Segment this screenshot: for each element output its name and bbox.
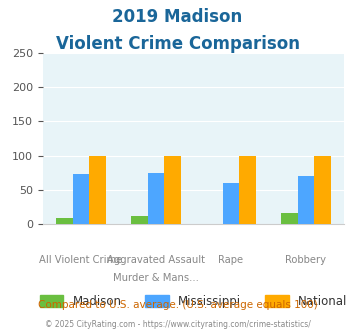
Text: © 2025 CityRating.com - https://www.cityrating.com/crime-statistics/: © 2025 CityRating.com - https://www.city… [45,320,310,329]
Bar [314,156,331,224]
Text: Violent Crime Comparison: Violent Crime Comparison [55,35,300,53]
Text: Murder & Mans...: Murder & Mans... [113,273,199,283]
Bar [131,216,148,224]
Bar [73,174,89,224]
Text: 2019 Madison: 2019 Madison [113,8,242,26]
Bar [89,156,106,224]
Bar [239,156,256,224]
Bar [56,217,73,224]
Bar [223,183,239,224]
Text: All Violent Crime: All Violent Crime [39,255,123,265]
Legend: Madison, Mississippi, National: Madison, Mississippi, National [35,290,352,313]
Text: Rape: Rape [218,255,244,265]
Bar [297,176,314,224]
Bar [281,213,297,224]
Bar [148,173,164,224]
Bar [164,156,181,224]
Text: Robbery: Robbery [285,255,326,265]
Text: Compared to U.S. average. (U.S. average equals 100): Compared to U.S. average. (U.S. average … [38,300,317,310]
Text: Aggravated Assault: Aggravated Assault [107,255,205,265]
